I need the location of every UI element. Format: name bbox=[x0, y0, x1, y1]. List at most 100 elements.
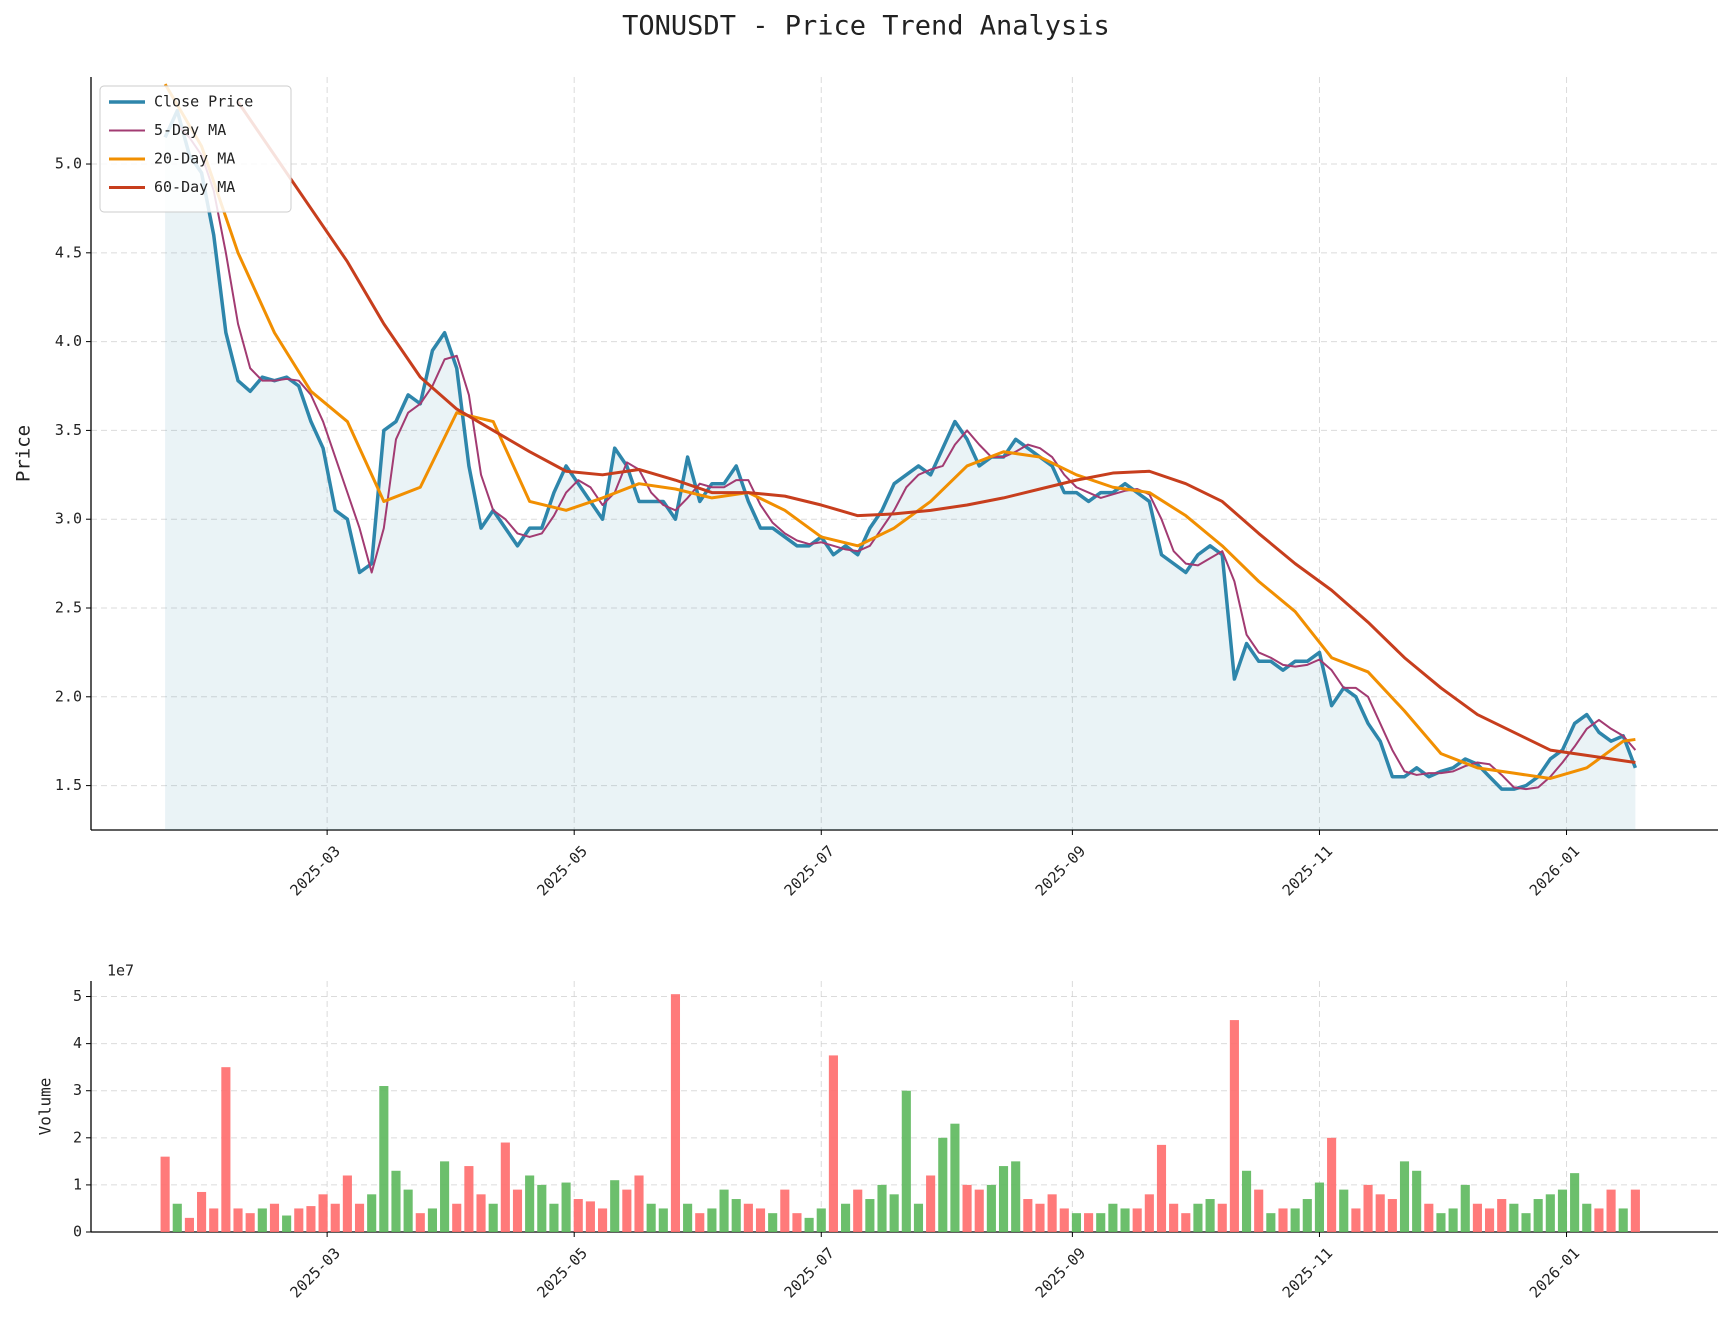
y-tick-label: 3.5 bbox=[55, 421, 82, 439]
y-tick-label: 5 bbox=[73, 987, 82, 1005]
volume-bar bbox=[257, 1208, 267, 1232]
volume-bar bbox=[427, 1208, 437, 1232]
volume-bar bbox=[184, 1217, 194, 1232]
close-area bbox=[165, 110, 1636, 831]
volume-bar bbox=[877, 1184, 887, 1232]
volume-bar bbox=[1375, 1194, 1385, 1232]
volume-bar bbox=[804, 1217, 814, 1232]
x-tick-label: 2025-03 bbox=[286, 842, 343, 899]
volume-bar bbox=[1108, 1203, 1118, 1232]
volume-bar bbox=[1023, 1199, 1033, 1232]
volume-bar bbox=[379, 1086, 389, 1232]
volume-bar bbox=[306, 1206, 316, 1232]
volume-bar bbox=[670, 994, 681, 1232]
volume-bar bbox=[1266, 1213, 1276, 1232]
x-tick-label: 2025-11 bbox=[1279, 842, 1336, 899]
volume-bar bbox=[913, 1203, 924, 1232]
volume-bar bbox=[391, 1170, 401, 1232]
x-tick-label: 2025-03 bbox=[286, 1244, 343, 1301]
y-tick-label: 4.0 bbox=[55, 332, 82, 350]
volume-bar bbox=[743, 1203, 753, 1232]
volume-bar bbox=[1278, 1208, 1288, 1232]
volume-bar bbox=[282, 1215, 292, 1232]
volume-bar bbox=[1132, 1208, 1142, 1232]
legend-label: 5-Day MA bbox=[154, 121, 226, 139]
volume-bar bbox=[1387, 1199, 1397, 1232]
volume-bar bbox=[1229, 1020, 1239, 1232]
volume-bar bbox=[1084, 1213, 1094, 1232]
volume-bar bbox=[1436, 1213, 1446, 1232]
legend-label: 20-Day MA bbox=[154, 150, 235, 168]
volume-bar bbox=[1339, 1189, 1349, 1232]
x-tick-label: 2025-07 bbox=[781, 842, 838, 899]
volume-bar bbox=[1509, 1203, 1519, 1232]
y-tick-label: 3.0 bbox=[55, 510, 82, 528]
volume-bar bbox=[1035, 1203, 1045, 1232]
legend-label: Close Price bbox=[154, 93, 253, 111]
volume-bar bbox=[415, 1213, 425, 1232]
volume-bar bbox=[573, 1199, 583, 1232]
volume-bar bbox=[962, 1184, 972, 1232]
y-axis-label: Price bbox=[13, 425, 35, 482]
volume-bar bbox=[1351, 1208, 1361, 1232]
volume-bar bbox=[926, 1175, 936, 1232]
volume-bar bbox=[719, 1189, 729, 1232]
volume-bar bbox=[1618, 1208, 1628, 1232]
volume-bar bbox=[209, 1208, 219, 1232]
x-tick-label: 2025-11 bbox=[1279, 1244, 1336, 1301]
volume-bar bbox=[1606, 1189, 1616, 1232]
legend-label: 60-Day MA bbox=[154, 178, 235, 196]
volume-bar bbox=[233, 1208, 243, 1232]
volume-bar bbox=[610, 1180, 620, 1232]
volume-bar bbox=[500, 1142, 510, 1232]
volume-bar bbox=[658, 1208, 668, 1232]
y-tick-label: 4.5 bbox=[55, 243, 82, 261]
volume-bar bbox=[780, 1189, 790, 1232]
volume-bar bbox=[1497, 1199, 1507, 1232]
volume-bar bbox=[245, 1213, 255, 1232]
y-tick-label: 2 bbox=[73, 1128, 82, 1146]
volume-bar bbox=[549, 1203, 559, 1232]
x-tick-label: 2026-01 bbox=[1526, 842, 1583, 899]
volume-bar bbox=[1557, 1189, 1568, 1232]
volume-bar bbox=[1217, 1203, 1227, 1232]
volume-bar bbox=[1412, 1170, 1422, 1232]
volume-bar bbox=[269, 1203, 280, 1232]
volume-bar bbox=[865, 1199, 875, 1232]
volume-bar bbox=[464, 1166, 474, 1232]
y-tick-label: 0 bbox=[73, 1223, 82, 1241]
volume-bar bbox=[731, 1199, 741, 1232]
volume-bar bbox=[1011, 1161, 1021, 1232]
volume-bar bbox=[1047, 1194, 1057, 1232]
x-tick-label: 2026-01 bbox=[1526, 1244, 1583, 1301]
series-line bbox=[176, 124, 1637, 791]
y-tick-label: 2.5 bbox=[55, 599, 82, 617]
x-tick-label: 2025-09 bbox=[1032, 1244, 1089, 1301]
volume-bar bbox=[828, 1055, 838, 1232]
series-line bbox=[163, 108, 1638, 791]
volume-bar bbox=[342, 1175, 352, 1232]
volume-bar bbox=[634, 1175, 644, 1232]
volume-bar bbox=[622, 1189, 632, 1232]
volume-bar bbox=[1290, 1208, 1300, 1232]
y-tick-label: 2.0 bbox=[55, 687, 82, 705]
volume-bar bbox=[695, 1213, 705, 1232]
x-tick-label: 2025-09 bbox=[1032, 842, 1089, 899]
volume-bar bbox=[1193, 1203, 1203, 1232]
volume-bar bbox=[1205, 1199, 1215, 1232]
volume-bar bbox=[512, 1189, 523, 1232]
volume-bar bbox=[525, 1175, 535, 1232]
volume-bar bbox=[1545, 1194, 1555, 1232]
volume-bar bbox=[1169, 1203, 1179, 1232]
volume-bar bbox=[488, 1203, 498, 1232]
volume-bar bbox=[1059, 1208, 1069, 1232]
volume-bar bbox=[889, 1194, 899, 1232]
volume-bar bbox=[197, 1191, 207, 1232]
volume-bar bbox=[974, 1189, 984, 1232]
x-tick-label: 2025-07 bbox=[781, 1244, 838, 1301]
volume-bar bbox=[683, 1203, 693, 1232]
volume-bar bbox=[986, 1184, 996, 1232]
volume-bar bbox=[354, 1203, 365, 1232]
volume-bar bbox=[1096, 1213, 1106, 1232]
volume-bar bbox=[1472, 1203, 1482, 1232]
